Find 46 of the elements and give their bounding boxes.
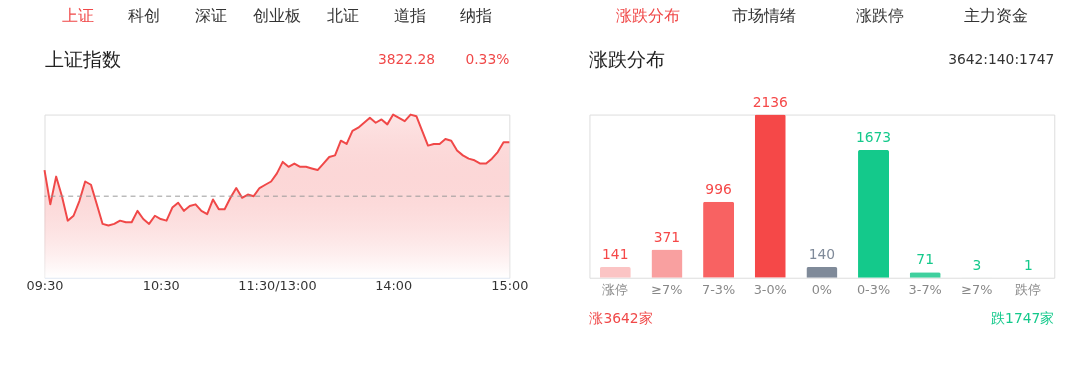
x-tick-label: 11:30/13:00 bbox=[238, 278, 317, 294]
bar bbox=[754, 114, 786, 278]
data-label: 996 bbox=[705, 180, 732, 197]
data-label: 371 bbox=[653, 228, 681, 245]
x-tick-label: 0-3% bbox=[856, 282, 891, 298]
data-label: 140 bbox=[808, 246, 836, 263]
text: 道指 bbox=[393, 5, 426, 25]
x-tick-label: 3-7% bbox=[908, 282, 942, 298]
text: 科创 bbox=[128, 5, 161, 25]
x-tick-label: 3-0% bbox=[753, 282, 787, 298]
text: 主力资金 bbox=[964, 5, 1029, 25]
text: 涨跌停 bbox=[855, 5, 904, 25]
chart-title: 上证指数 bbox=[44, 49, 121, 71]
data-label: 141 bbox=[602, 246, 629, 263]
x-tick-label: 09:30 bbox=[26, 278, 64, 294]
text: 涨3642家 bbox=[589, 310, 653, 327]
text: 深证 bbox=[194, 5, 227, 25]
data-label: 1673 bbox=[855, 129, 892, 146]
data-label: 2136 bbox=[752, 93, 788, 110]
bar bbox=[651, 249, 683, 278]
text: 上证 bbox=[61, 5, 94, 25]
text: 跌1747家 bbox=[991, 310, 1055, 327]
text: 纳指 bbox=[460, 5, 493, 25]
text: 北证 bbox=[327, 5, 360, 25]
bar bbox=[858, 149, 890, 278]
text: 市场情绪 bbox=[731, 5, 796, 25]
x-tick-label: 0% bbox=[811, 282, 833, 298]
data-label: 3 bbox=[972, 256, 982, 273]
text: 创业板 bbox=[252, 5, 301, 25]
x-tick-label: ≥7% bbox=[961, 282, 993, 298]
x-tick-label: 14:00 bbox=[375, 278, 413, 294]
x-tick-label: ≥7% bbox=[651, 282, 683, 298]
x-tick-label: 10:30 bbox=[142, 278, 180, 294]
text: 3822.28 bbox=[377, 51, 436, 68]
text: 0.33% bbox=[465, 51, 510, 68]
x-tick-label: 涨停 bbox=[602, 282, 629, 298]
x-tick-label: 15:00 bbox=[491, 278, 529, 294]
chart-title: 涨跌分布 bbox=[589, 49, 666, 71]
data-label: 1 bbox=[1024, 256, 1033, 273]
bar bbox=[806, 267, 838, 278]
x-tick-label: 7-3% bbox=[701, 282, 736, 298]
text: 3642:140:1747 bbox=[948, 51, 1055, 68]
x-tick-label: 跌停 bbox=[1015, 282, 1042, 298]
text: 涨跌分布 bbox=[615, 5, 680, 25]
bar bbox=[703, 201, 735, 278]
data-label: 71 bbox=[916, 251, 934, 268]
